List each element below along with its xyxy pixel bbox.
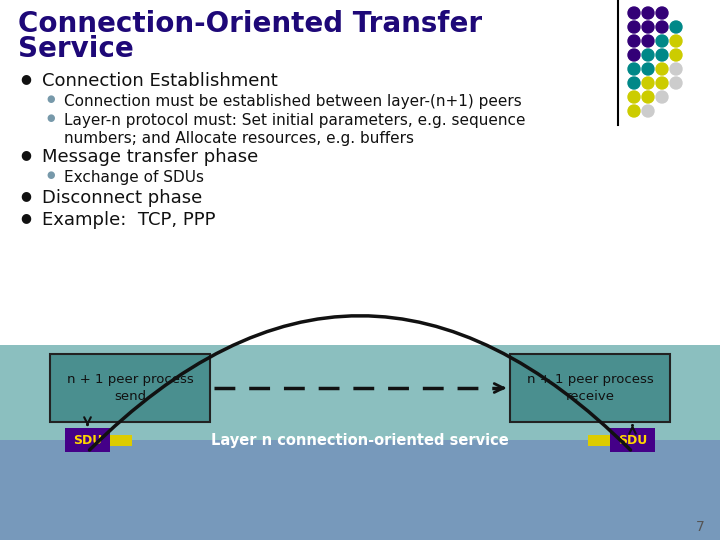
- Text: Example:  TCP, PPP: Example: TCP, PPP: [42, 211, 215, 229]
- Circle shape: [670, 77, 682, 89]
- Circle shape: [656, 35, 668, 47]
- Text: Message transfer phase: Message transfer phase: [42, 148, 258, 166]
- Bar: [588, 435, 610, 446]
- Circle shape: [642, 77, 654, 89]
- Text: ●: ●: [20, 72, 31, 85]
- Text: Exchange of SDUs: Exchange of SDUs: [64, 170, 204, 185]
- Circle shape: [656, 77, 668, 89]
- Text: ●: ●: [46, 113, 55, 123]
- Bar: [0, 345, 720, 440]
- Circle shape: [670, 63, 682, 75]
- Text: Connection-Oriented Transfer: Connection-Oriented Transfer: [18, 10, 482, 38]
- Circle shape: [656, 49, 668, 61]
- Circle shape: [628, 21, 640, 33]
- Text: ●: ●: [46, 94, 55, 104]
- Circle shape: [670, 35, 682, 47]
- Circle shape: [628, 49, 640, 61]
- FancyArrowPatch shape: [89, 316, 631, 450]
- Circle shape: [628, 77, 640, 89]
- Circle shape: [670, 49, 682, 61]
- Circle shape: [628, 63, 640, 75]
- Circle shape: [656, 63, 668, 75]
- Text: Connection Establishment: Connection Establishment: [42, 72, 278, 90]
- Bar: [110, 435, 132, 446]
- Bar: [510, 354, 670, 422]
- Bar: [65, 428, 110, 452]
- Text: Disconnect phase: Disconnect phase: [42, 189, 202, 207]
- Circle shape: [642, 105, 654, 117]
- Text: SDU: SDU: [618, 434, 647, 447]
- Text: ●: ●: [46, 170, 55, 180]
- Text: ●: ●: [20, 148, 31, 161]
- Circle shape: [642, 63, 654, 75]
- Circle shape: [656, 7, 668, 19]
- Circle shape: [656, 21, 668, 33]
- Text: Connection must be established between layer-(n+1) peers: Connection must be established between l…: [64, 94, 522, 109]
- Circle shape: [628, 105, 640, 117]
- Bar: [50, 354, 210, 422]
- Text: Layer-n protocol must: Set initial parameters, e.g. sequence
numbers; and Alloca: Layer-n protocol must: Set initial param…: [64, 113, 526, 146]
- Text: Service: Service: [18, 35, 134, 63]
- Circle shape: [642, 7, 654, 19]
- Text: SDU: SDU: [73, 434, 102, 447]
- Circle shape: [656, 91, 668, 103]
- Circle shape: [628, 35, 640, 47]
- Circle shape: [628, 91, 640, 103]
- Text: n + 1 peer process
send: n + 1 peer process send: [67, 374, 194, 402]
- Circle shape: [642, 35, 654, 47]
- Text: Layer n connection-oriented service: Layer n connection-oriented service: [211, 433, 509, 448]
- Circle shape: [642, 21, 654, 33]
- Circle shape: [670, 21, 682, 33]
- Bar: [610, 428, 655, 452]
- Text: ●: ●: [20, 211, 31, 224]
- Circle shape: [642, 91, 654, 103]
- Text: 7: 7: [696, 520, 705, 534]
- Text: n + 1 peer process
receive: n + 1 peer process receive: [526, 374, 653, 402]
- Bar: [0, 440, 720, 540]
- Text: ●: ●: [20, 189, 31, 202]
- Circle shape: [628, 7, 640, 19]
- Circle shape: [642, 49, 654, 61]
